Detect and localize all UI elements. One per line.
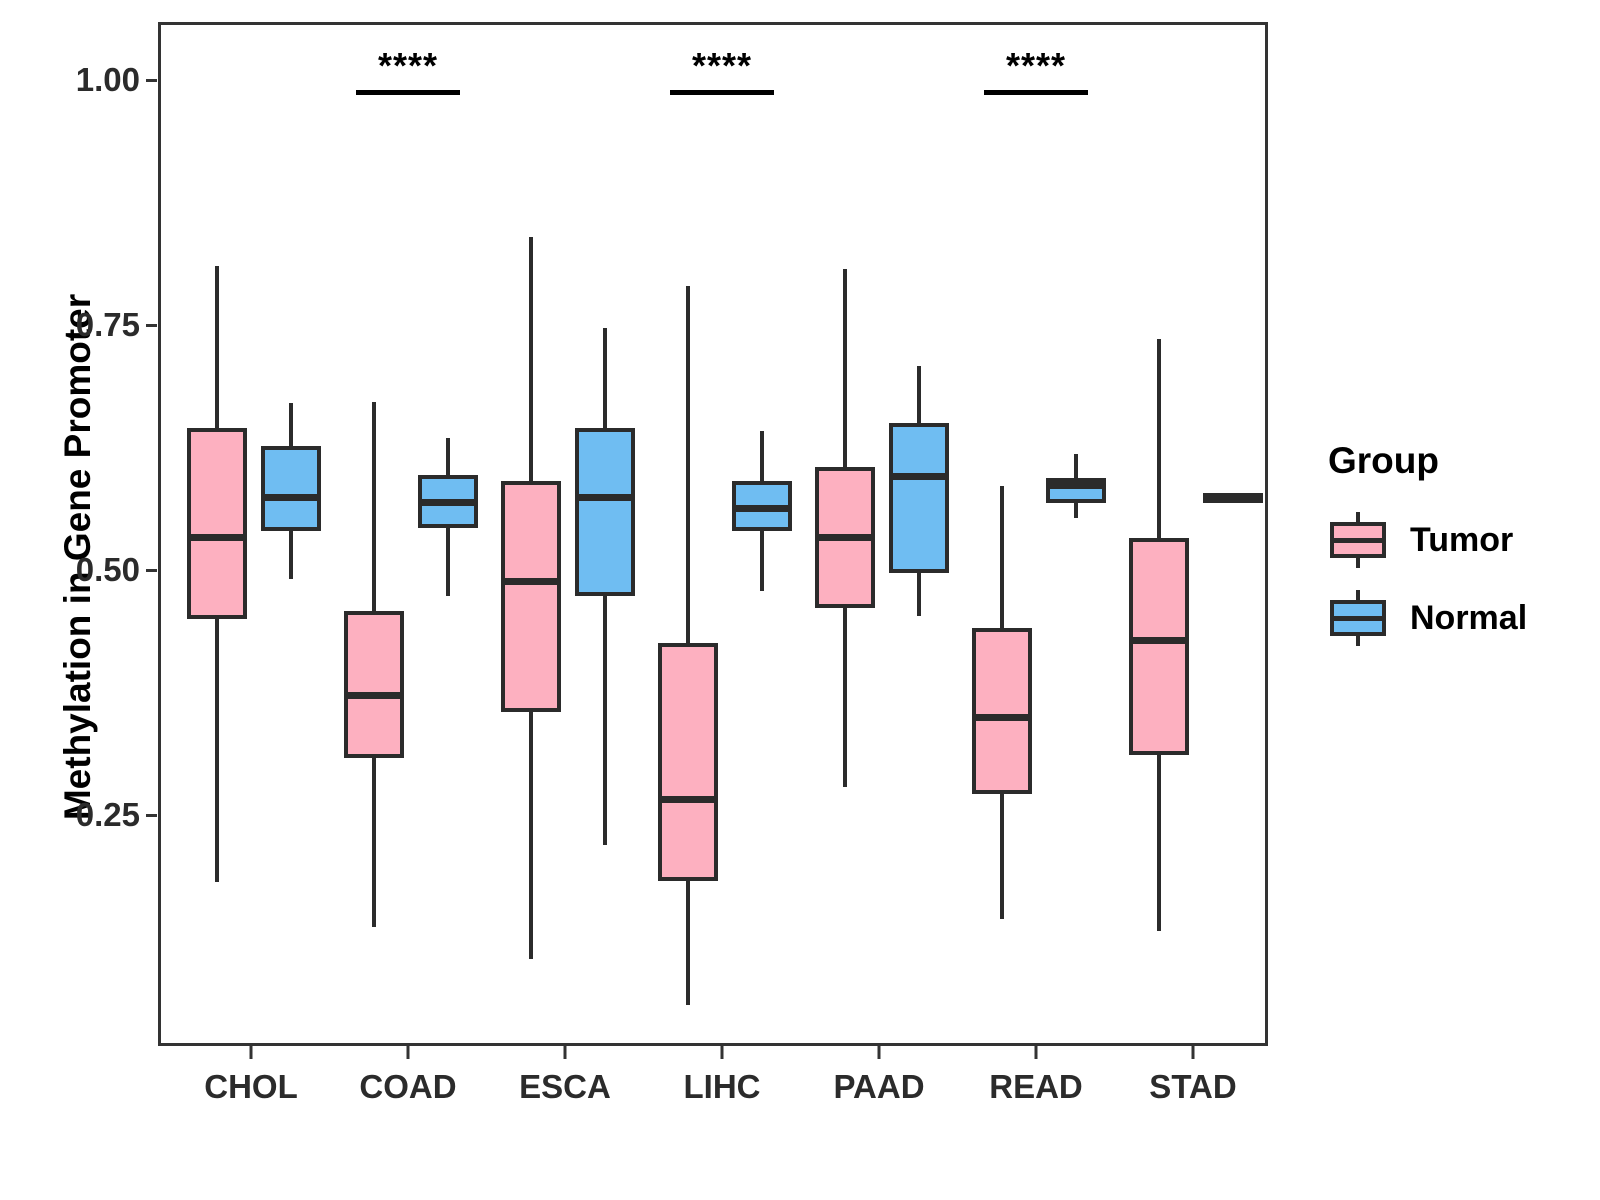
median-line [889, 472, 949, 480]
significance-bar-lihc [670, 90, 774, 95]
x-tick-label-chol: CHOL [204, 1068, 298, 1105]
median-line [732, 505, 792, 513]
x-tick-label-paad: PAAD [833, 1068, 925, 1105]
median-line [658, 796, 718, 804]
x-tick-label-read: READ [989, 1068, 1083, 1105]
plot-area [161, 25, 1265, 1043]
tumor-legend-key [1328, 510, 1388, 570]
median-line [261, 493, 321, 501]
y-tick-mark [146, 814, 157, 817]
significance-stars-coad: **** [377, 45, 439, 86]
box-normal-chol [261, 445, 321, 531]
median-line [344, 691, 404, 699]
median-line [1129, 636, 1189, 644]
box-tumor-coad [344, 611, 404, 759]
y-tick-mark [146, 79, 157, 82]
significance-bar-read [984, 90, 1088, 95]
box-tumor-chol [187, 427, 247, 620]
x-tick-mark [249, 1046, 253, 1059]
normal-legend-key [1328, 588, 1388, 648]
median-line [187, 533, 247, 541]
x-tick-label-coad: COAD [359, 1068, 457, 1105]
median-line [1203, 492, 1263, 500]
box-tumor-read [972, 627, 1032, 795]
x-tick-mark [563, 1046, 567, 1059]
median-line [815, 533, 875, 541]
legend-title: Group [1328, 440, 1439, 481]
median-line [972, 714, 1032, 722]
significance-bar-coad [356, 90, 460, 95]
y-tick-label: 1.00 [75, 61, 140, 98]
legend-label: Tumor [1410, 520, 1514, 559]
y-tick-mark [146, 324, 157, 327]
legend-median [1330, 538, 1386, 543]
legend: Group Tumor Normal [1328, 440, 1588, 664]
x-tick-mark [1191, 1046, 1195, 1059]
x-tick-mark [406, 1046, 410, 1059]
x-tick-mark [877, 1046, 881, 1059]
legend-item-tumor[interactable]: Tumor [1328, 508, 1588, 572]
y-tick-label: 0.25 [75, 796, 140, 833]
legend-item-normal[interactable]: Normal [1328, 586, 1588, 650]
legend-items: Tumor Normal [1328, 508, 1588, 650]
y-tick-mark [146, 569, 157, 572]
box-normal-paad [889, 423, 949, 573]
x-tick-mark [1034, 1046, 1038, 1059]
significance-stars-lihc: **** [691, 45, 753, 86]
median-line [418, 499, 478, 507]
y-tick-label: 0.50 [75, 551, 140, 588]
plot-panel [158, 22, 1268, 1046]
median-line [501, 577, 561, 585]
x-tick-label-esca: ESCA [519, 1068, 611, 1105]
x-tick-label-stad: STAD [1149, 1068, 1237, 1105]
x-tick-mark [720, 1046, 724, 1059]
legend-label: Normal [1410, 598, 1528, 637]
significance-stars-read: **** [1005, 45, 1067, 86]
median-line [1046, 481, 1106, 489]
box-tumor-lihc [658, 642, 718, 881]
x-tick-label-lihc: LIHC [683, 1068, 761, 1105]
box-normal-esca [575, 427, 635, 596]
y-tick-label: 0.75 [75, 306, 140, 343]
box-tumor-stad [1129, 537, 1189, 756]
box-tumor-esca [501, 480, 561, 713]
median-line [575, 493, 635, 501]
legend-median [1330, 616, 1386, 621]
